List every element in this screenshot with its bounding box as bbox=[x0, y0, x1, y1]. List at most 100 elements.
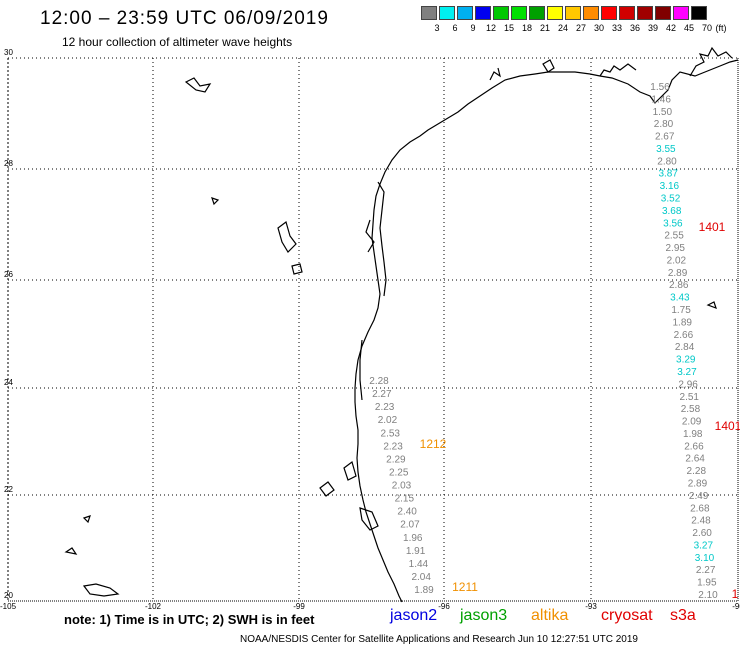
wave-height-value: 2.89 bbox=[688, 478, 708, 489]
wave-height-value: 2.23 bbox=[375, 402, 395, 413]
coastal-bay-2 bbox=[489, 67, 501, 81]
wave-height-value: 2.64 bbox=[685, 454, 705, 465]
wave-height-value: 2.67 bbox=[655, 132, 675, 143]
wave-height-value: 3.55 bbox=[656, 144, 676, 155]
wave-height-value: 2.80 bbox=[654, 119, 674, 130]
wave-height-value: 2.80 bbox=[657, 156, 677, 167]
louisiana-inlets bbox=[599, 63, 637, 77]
colorbar-label: 9 bbox=[470, 23, 476, 33]
colorbar-swatch bbox=[601, 6, 617, 20]
colorbar-label: 45 bbox=[683, 23, 694, 33]
texas-louisiana-coast bbox=[354, 59, 739, 603]
pass-time-label: 1401 bbox=[715, 419, 740, 433]
yucatan-coast bbox=[319, 481, 335, 497]
wave-height-value: 1.44 bbox=[409, 559, 429, 570]
lon-label: -96 bbox=[438, 602, 450, 611]
island-se bbox=[359, 507, 379, 531]
credit-footer: NOAA/NESDIS Center for Satellite Applica… bbox=[240, 634, 638, 645]
colorbar-unit: (ft) bbox=[715, 23, 727, 33]
colorbar-swatch bbox=[475, 6, 491, 20]
satellite-pass-east: 1.561.461.502.802.673.552.803.873.163.52… bbox=[650, 82, 718, 601]
colorbar-label: 36 bbox=[629, 23, 640, 33]
wave-height-value: 2.95 bbox=[665, 243, 685, 254]
wave-height-value: 1.95 bbox=[697, 578, 717, 589]
wave-height-value: 1.89 bbox=[414, 585, 434, 596]
wave-height-value: 2.27 bbox=[696, 565, 716, 576]
colorbar-swatch bbox=[637, 6, 653, 20]
footnote: note: 1) Time is in UTC; 2) SWH is in fe… bbox=[64, 612, 315, 627]
wave-height-value: 2.15 bbox=[395, 494, 415, 505]
wave-height-value: 1.75 bbox=[671, 305, 691, 316]
wave-height-value: 3.27 bbox=[677, 367, 697, 378]
satellite-legend-item: jason2 bbox=[390, 607, 438, 624]
colorbar-swatch bbox=[619, 6, 635, 20]
wave-height-value: 2.04 bbox=[411, 572, 431, 583]
wave-height-value: 2.53 bbox=[381, 428, 401, 439]
wave-height-value: 2.66 bbox=[674, 330, 694, 341]
colorbar-label: 15 bbox=[503, 23, 514, 33]
lake-west-2 bbox=[291, 263, 303, 275]
wave-height-value: 2.68 bbox=[690, 503, 710, 514]
wave-height-value: 3.16 bbox=[660, 181, 680, 192]
wave-height-value: 2.29 bbox=[386, 454, 406, 465]
coastline bbox=[64, 46, 739, 603]
wave-height-value: 3.43 bbox=[670, 293, 690, 304]
wave-height-value: 2.84 bbox=[675, 342, 695, 353]
lat-lon-grid: 30 28 26 24 22 20 -105 -102 -99 -96 -93 -90 bbox=[0, 48, 740, 611]
wave-height-value: 3.87 bbox=[658, 169, 678, 180]
map-frame bbox=[7, 57, 739, 602]
wave-height-value: 1.50 bbox=[653, 107, 673, 118]
colorbar-swatch bbox=[691, 6, 707, 20]
satellite-legend-item: jason3 bbox=[460, 607, 508, 624]
colorbar-label: 27 bbox=[575, 23, 586, 33]
colorbar-label: 3 bbox=[434, 23, 440, 33]
colorbar-swatch bbox=[511, 6, 527, 20]
colorbar-swatch bbox=[439, 6, 455, 20]
colorbar-label: 21 bbox=[539, 23, 550, 33]
wave-height-value: 3.56 bbox=[663, 218, 683, 229]
pass-time-label: 1401 bbox=[699, 220, 726, 234]
wave-height-value: 2.25 bbox=[389, 467, 409, 478]
island-ne bbox=[542, 59, 555, 73]
satellite-legend-item: cryosat bbox=[601, 607, 653, 624]
lake-west bbox=[277, 220, 297, 253]
wave-height-value: 2.55 bbox=[664, 231, 684, 242]
pass-time-label: 1211 bbox=[452, 580, 478, 594]
lat-label: 24 bbox=[4, 378, 13, 387]
colorbar-swatch bbox=[565, 6, 581, 20]
lat-label: 28 bbox=[4, 159, 13, 168]
colorbar-swatch bbox=[547, 6, 563, 20]
wave-height-value: 3.52 bbox=[661, 194, 681, 205]
wave-height-value: 1.89 bbox=[673, 317, 693, 328]
coastal-bay bbox=[365, 219, 375, 253]
colorbar-swatch bbox=[655, 6, 671, 20]
satellite-legend-item: altika bbox=[531, 607, 569, 624]
wave-height-value: 2.60 bbox=[692, 528, 712, 539]
colorbar-swatch bbox=[673, 6, 689, 20]
pass-time-labels: 1401 1401 1 1212 1211 bbox=[420, 220, 740, 601]
satellite-pass-west: 2.28 2.27 2.23 2.02 2.53 2.23 2.29 2.25 2.03 2.15… bbox=[369, 376, 434, 596]
island-sw-3 bbox=[82, 515, 91, 524]
wave-height-value: 2.51 bbox=[680, 392, 700, 403]
wave-height-value: 2.02 bbox=[667, 255, 687, 266]
lon-label: -105 bbox=[0, 602, 17, 611]
colorbar-label: 30 bbox=[593, 23, 604, 33]
colorbar-label: 70 bbox=[701, 23, 712, 33]
laguna-madre bbox=[359, 339, 363, 401]
coastal-lagoon bbox=[377, 181, 387, 297]
island-nw-small bbox=[211, 197, 220, 206]
wave-height-value: 2.28 bbox=[369, 376, 389, 387]
wave-height-value: 2.96 bbox=[678, 379, 698, 390]
island-bay bbox=[343, 460, 357, 481]
pass-time-label: 1212 bbox=[420, 437, 447, 451]
lon-label: -99 bbox=[293, 602, 305, 611]
colorbar-label: 33 bbox=[611, 23, 622, 33]
colorbar-label: 12 bbox=[485, 23, 496, 33]
colorbar-swatch bbox=[529, 6, 545, 20]
wave-height-value: 2.58 bbox=[681, 404, 701, 415]
lat-label: 30 bbox=[4, 48, 13, 57]
wave-height-value: 3.10 bbox=[695, 553, 715, 564]
colorbar-label: 6 bbox=[452, 23, 458, 33]
